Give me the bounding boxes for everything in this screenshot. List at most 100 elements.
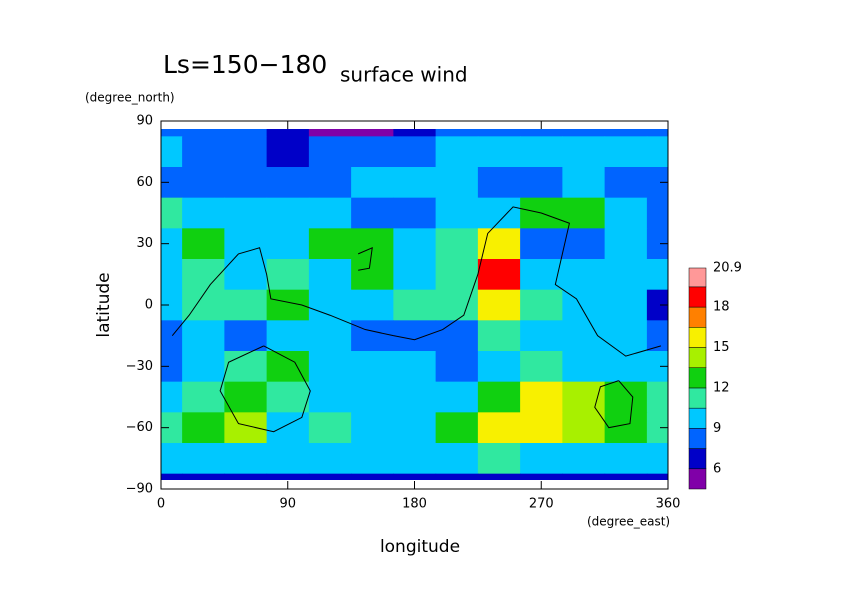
contour-cell xyxy=(182,320,225,352)
contour-cell xyxy=(224,167,268,199)
contour-cell xyxy=(351,473,394,480)
contour-cell xyxy=(351,129,394,137)
x-tick-label: 0 xyxy=(157,497,165,512)
contour-cell xyxy=(520,289,563,321)
contour-cell xyxy=(435,259,479,291)
colorbar-segment xyxy=(688,387,707,409)
contour-cell xyxy=(308,136,352,168)
contour-cell xyxy=(646,228,668,260)
contour-cell xyxy=(435,289,479,321)
contour-cell xyxy=(308,289,352,321)
colorbar-segment xyxy=(688,347,707,368)
contour-cell xyxy=(308,473,352,480)
contour-cell xyxy=(477,167,521,199)
contour-cell xyxy=(266,129,310,137)
contour-cell xyxy=(182,228,225,260)
contour-cell xyxy=(351,197,394,229)
contour-cell xyxy=(477,381,521,413)
contour-cell xyxy=(435,443,479,475)
contour-cell xyxy=(351,443,394,475)
contour-cell xyxy=(604,412,648,444)
contour-cell xyxy=(646,167,668,199)
contour-cell xyxy=(161,320,183,352)
contour-cell xyxy=(435,412,479,444)
contour-cell xyxy=(308,129,352,137)
contour-cell xyxy=(562,136,606,168)
contour-cell xyxy=(646,443,668,475)
contour-cell xyxy=(182,381,225,413)
contour-cell xyxy=(520,412,563,444)
contour-cell xyxy=(182,136,225,168)
contour-cell xyxy=(520,381,563,413)
contour-cell xyxy=(562,167,606,199)
contour-cell xyxy=(161,228,183,260)
contour-cell xyxy=(351,351,394,383)
x-unit: (degree_east) xyxy=(587,515,670,529)
contour-cell xyxy=(477,259,521,291)
contour-field xyxy=(161,129,668,480)
chart-subtitle: surface wind xyxy=(340,63,468,87)
colorbar-segment xyxy=(688,367,707,389)
contour-cell xyxy=(224,289,268,321)
contour-cell xyxy=(562,289,606,321)
contour-cell xyxy=(182,473,225,480)
contour-cell xyxy=(393,129,437,137)
contour-cell xyxy=(604,289,648,321)
contour-cell xyxy=(435,197,479,229)
contour-cell xyxy=(266,320,310,352)
contour-cell xyxy=(224,381,268,413)
contour-cell xyxy=(266,473,310,480)
contour-cell xyxy=(477,228,521,260)
contour-cell xyxy=(562,129,606,137)
contour-cell xyxy=(224,228,268,260)
contour-cell xyxy=(266,259,310,291)
contour-cell xyxy=(182,197,225,229)
colorbar-segment xyxy=(688,468,707,490)
contour-cell xyxy=(351,136,394,168)
contour-cell xyxy=(646,259,668,291)
contour-cell xyxy=(477,443,521,475)
y-unit: (degree_north) xyxy=(85,91,175,105)
contour-cell xyxy=(308,412,352,444)
contour-cell xyxy=(266,381,310,413)
contour-cell xyxy=(351,228,394,260)
contour-cell xyxy=(604,129,648,137)
contour-cell xyxy=(562,228,606,260)
contour-cell xyxy=(604,443,648,475)
contour-cell xyxy=(161,381,183,413)
contour-cell xyxy=(161,412,183,444)
contour-cell xyxy=(646,381,668,413)
contour-cell xyxy=(182,167,225,199)
contour-cell xyxy=(393,197,437,229)
contour-cell xyxy=(308,259,352,291)
contour-cell xyxy=(161,473,183,480)
colorbar-label: 6 xyxy=(713,461,721,476)
x-tick-label: 270 xyxy=(529,497,554,512)
contour-cell xyxy=(604,167,648,199)
contour-cell xyxy=(351,381,394,413)
contour-cell xyxy=(161,167,183,199)
contour-cell xyxy=(308,351,352,383)
contour-cell xyxy=(604,259,648,291)
contour-cell xyxy=(562,351,606,383)
contour-cell xyxy=(393,381,437,413)
contour-cell xyxy=(604,473,648,480)
contour-cell xyxy=(477,412,521,444)
contour-cell xyxy=(520,320,563,352)
contour-cell xyxy=(182,351,225,383)
contour-cell xyxy=(604,381,648,413)
contour-cell xyxy=(266,197,310,229)
contour-cell xyxy=(266,136,310,168)
contour-cell xyxy=(224,443,268,475)
y-tick-label: 60 xyxy=(136,175,153,190)
contour-cell xyxy=(224,351,268,383)
contour-cell xyxy=(308,197,352,229)
contour-line xyxy=(171,206,662,433)
contour-cell xyxy=(161,289,183,321)
y-axis-label: latitude xyxy=(94,272,114,337)
contour-cell xyxy=(435,228,479,260)
contour-cell xyxy=(477,473,521,480)
colorbar-label: 20.9 xyxy=(713,261,742,276)
contour-cell xyxy=(646,289,668,321)
